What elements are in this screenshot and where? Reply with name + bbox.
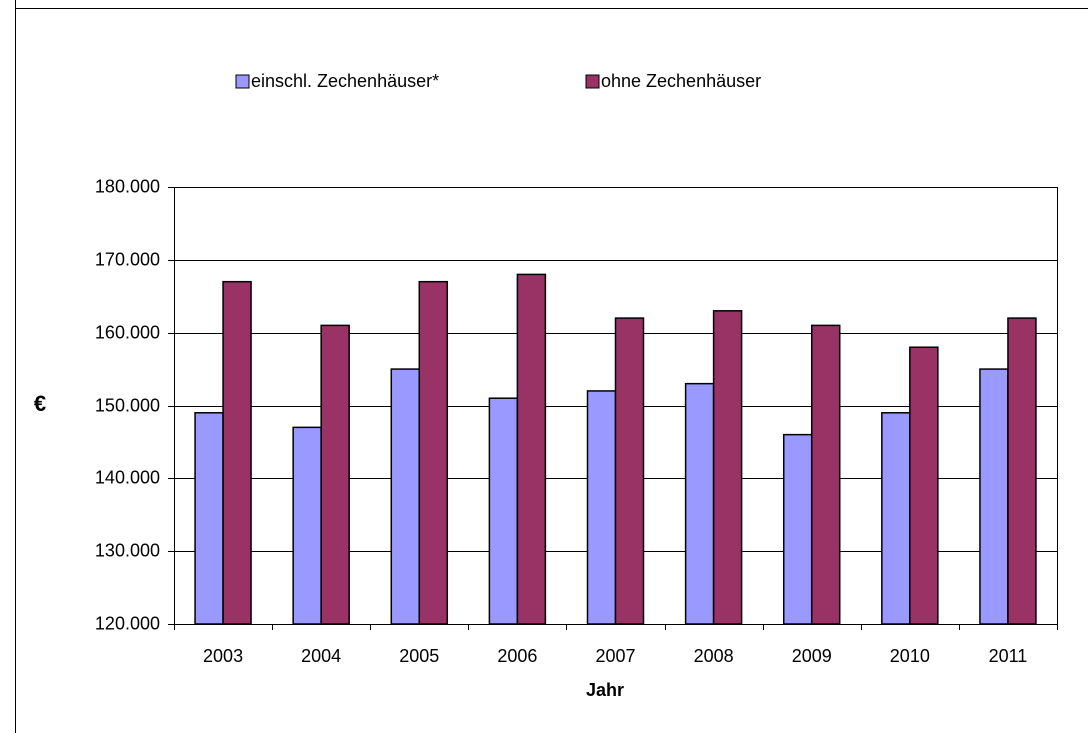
bar [320,324,350,625]
x-tick-label: 2009 [792,646,832,666]
legend-swatch [585,74,600,89]
legend-label: ohne Zechenhäuser [601,71,761,91]
y-axis-label: € [34,391,46,416]
bar [979,368,1009,625]
bar [909,346,939,625]
bar [222,280,252,625]
bar [684,382,715,625]
bar [418,280,449,625]
bar [782,433,813,625]
bar [586,390,617,625]
bar [194,412,224,625]
y-tick-label: 160.000 [95,322,160,342]
y-tick-label: 130.000 [95,540,160,560]
bar [488,397,519,625]
x-tick-label: 2007 [595,646,635,666]
y-tick-label: 170.000 [95,249,160,269]
bar [712,310,743,625]
bar [292,426,322,625]
y-tick-label: 140.000 [95,467,160,487]
bar [614,317,645,625]
x-tick-label: 2006 [497,646,537,666]
bar [1007,317,1037,625]
x-tick-label: 2003 [203,646,243,666]
y-tick-label: 180.000 [95,176,160,196]
legend-swatch [235,74,250,89]
x-tick-label: 2005 [399,646,439,666]
y-tick-label: 120.000 [95,613,160,633]
bar [516,273,547,625]
x-tick-label: 2011 [989,646,1028,666]
bar [881,412,911,625]
bar [810,324,841,625]
x-tick-label: 2010 [890,646,930,666]
x-tick-label: 2008 [694,646,734,666]
x-tick-label: 2004 [301,646,341,666]
x-axis-label: Jahr [586,680,624,700]
bar [390,368,421,625]
legend-label: einschl. Zechenhäuser* [251,71,439,91]
y-tick-label: 150.000 [95,395,160,415]
